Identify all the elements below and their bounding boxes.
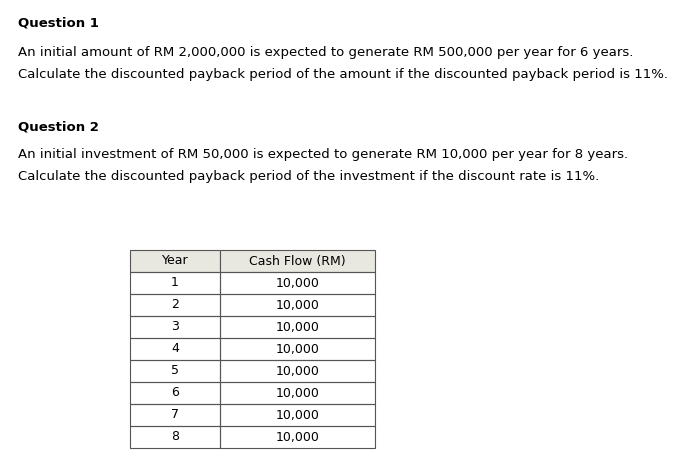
Text: 1: 1: [171, 276, 179, 290]
Text: 10,000: 10,000: [276, 386, 319, 400]
Text: Calculate the discounted payback period of the investment if the discount rate i: Calculate the discounted payback period …: [18, 170, 599, 183]
Bar: [130, 382, 220, 404]
Text: 8: 8: [171, 430, 179, 444]
Bar: [220, 404, 375, 426]
Bar: [130, 338, 220, 360]
Text: 10,000: 10,000: [276, 365, 319, 377]
Bar: [220, 294, 375, 316]
Bar: [220, 360, 375, 382]
Bar: [130, 272, 220, 294]
Text: An initial investment of RM 50,000 is expected to generate RM 10,000 per year fo: An initial investment of RM 50,000 is ex…: [18, 148, 628, 161]
Text: 10,000: 10,000: [276, 430, 319, 444]
Bar: [220, 250, 375, 272]
Text: 6: 6: [171, 386, 179, 400]
Text: Calculate the discounted payback period of the amount if the discounted payback : Calculate the discounted payback period …: [18, 68, 668, 81]
Text: 10,000: 10,000: [276, 343, 319, 356]
Text: 4: 4: [171, 343, 179, 356]
Text: 2: 2: [171, 299, 179, 311]
Bar: [130, 250, 220, 272]
Bar: [130, 404, 220, 426]
Text: Year: Year: [162, 255, 188, 267]
Text: Cash Flow (RM): Cash Flow (RM): [249, 255, 346, 267]
Text: 3: 3: [171, 320, 179, 334]
Bar: [130, 316, 220, 338]
Bar: [220, 272, 375, 294]
Text: 7: 7: [171, 409, 179, 421]
Bar: [220, 338, 375, 360]
Bar: [130, 426, 220, 448]
Bar: [130, 360, 220, 382]
Text: An initial amount of RM 2,000,000 is expected to generate RM 500,000 per year fo: An initial amount of RM 2,000,000 is exp…: [18, 46, 634, 59]
Bar: [220, 426, 375, 448]
Bar: [220, 316, 375, 338]
Bar: [220, 382, 375, 404]
Text: Question 1: Question 1: [18, 16, 99, 29]
Text: 10,000: 10,000: [276, 299, 319, 311]
Text: 5: 5: [171, 365, 179, 377]
Text: 10,000: 10,000: [276, 409, 319, 421]
Bar: [220, 250, 375, 272]
Bar: [130, 250, 220, 272]
Bar: [130, 294, 220, 316]
Text: 10,000: 10,000: [276, 276, 319, 290]
Text: 10,000: 10,000: [276, 320, 319, 334]
Text: Question 2: Question 2: [18, 120, 99, 133]
